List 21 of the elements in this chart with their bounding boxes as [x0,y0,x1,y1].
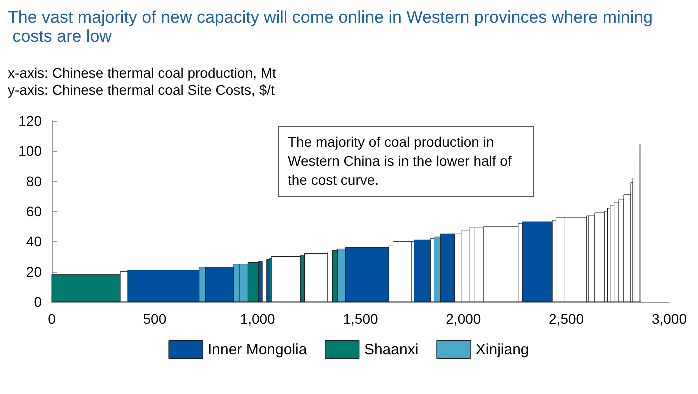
x-tick-label: 2,000 [446,311,482,327]
y-tick-label: 20 [26,264,42,280]
x-tick-label: 0 [48,311,56,327]
x-tick-label: 3,000 [652,311,688,327]
x-axis-title: x-axis: Chinese thermal coal production, Mt [8,65,277,81]
legend-label: Inner Mongolia [208,341,308,358]
y-tick-label: 120 [18,113,42,129]
y-tick-label: 80 [26,173,42,190]
y-axis-title: y-axis: Chinese thermal coal Site Costs, $/t [8,82,275,98]
annotation: The majority of coal production in Western China is in the lower half of the cost curve. [278,126,534,197]
y-tick-label: 40 [26,234,42,250]
x-tick-label: 500 [143,311,167,327]
y-tick-label: 0 [34,294,42,310]
x-tick-label: 1,500 [343,311,378,327]
y-tick-label: 100 [18,143,42,160]
x-tick-label: 2,500 [549,311,584,327]
x-tick-label: 1,000 [240,311,276,327]
legend-label: Xinjiang [476,341,530,358]
chart-title: The vast majority of new capacity will come online in Western provinces where mining costs are low [8,8,654,46]
legend-label: Shaanxi [364,341,419,358]
y-tick-label: 60 [26,204,42,220]
